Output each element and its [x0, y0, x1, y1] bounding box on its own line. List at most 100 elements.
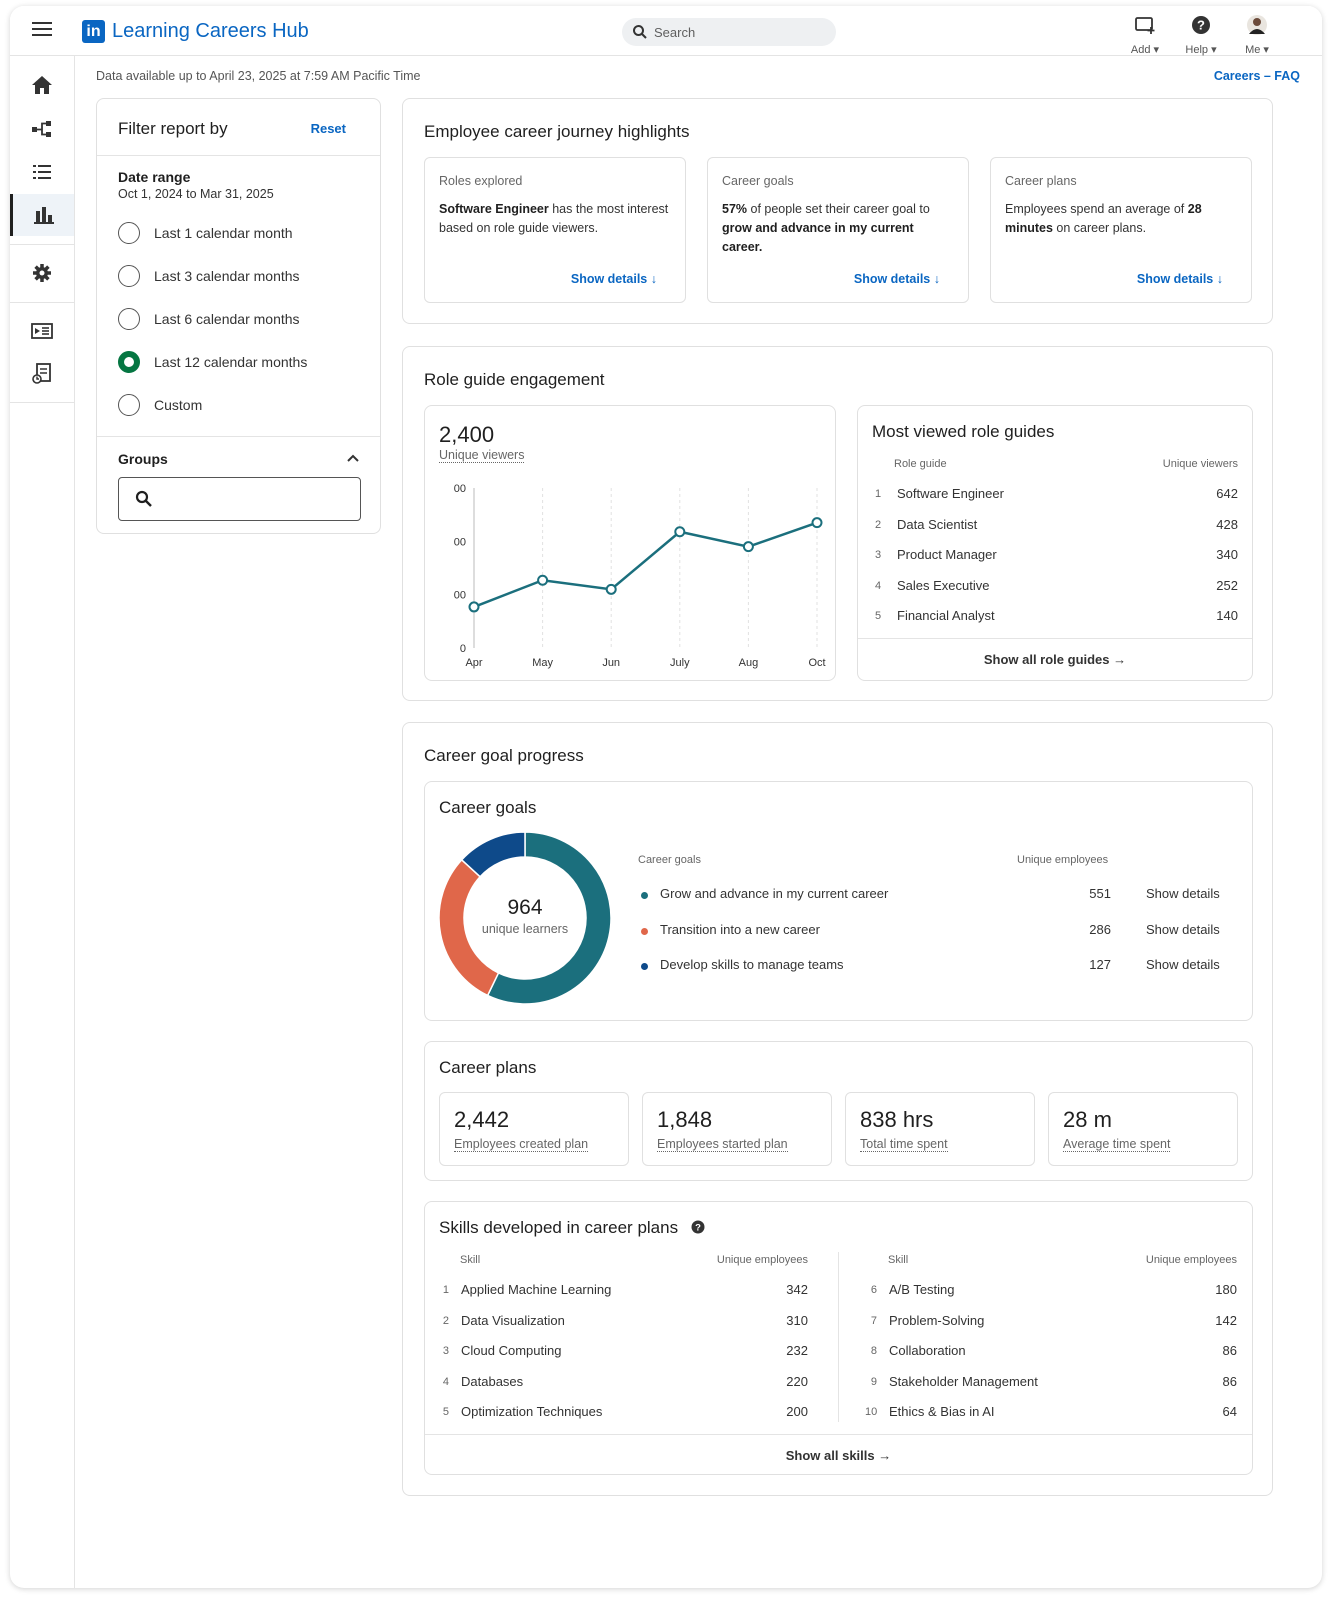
table-row[interactable]: 10 Ethics & Bias in AI 64	[865, 1404, 1237, 1424]
skill-name: Collaboration	[889, 1343, 966, 1358]
radio-button[interactable]	[118, 394, 140, 416]
table-row[interactable]: 7 Problem-Solving 142	[867, 1313, 1237, 1333]
stat-label[interactable]: Average time spent	[1063, 1137, 1171, 1152]
table-row[interactable]: 2 Data Visualization 310	[439, 1313, 808, 1333]
rail-org[interactable]	[10, 108, 74, 150]
me-button[interactable]: Me ▾	[1234, 12, 1280, 56]
date-option-3[interactable]: Last 3 calendar months	[118, 264, 300, 288]
skill-count: 232	[786, 1343, 808, 1358]
rail-report-docs[interactable]	[10, 353, 74, 395]
skills-title: Skills developed in career plans ?	[439, 1218, 705, 1238]
skill-name: Problem-Solving	[889, 1312, 985, 1328]
show-details-link[interactable]: Show details ↓	[853, 272, 940, 286]
viewers-label[interactable]: Unique viewers	[439, 448, 525, 463]
viewer-count: 428	[1216, 516, 1238, 532]
goal-name: Transition into a new career	[660, 921, 820, 937]
table-row[interactable]: 2 Data Scientist 428	[875, 517, 1238, 537]
table-row[interactable]: 1 Applied Machine Learning 342	[439, 1282, 808, 1302]
viewer-count: 252	[1216, 577, 1238, 593]
stat-label[interactable]: Total time spent	[860, 1137, 948, 1152]
goal-count: 551	[1089, 886, 1111, 901]
rail-list[interactable]	[10, 151, 74, 193]
career-plans-card: Career plans 2,442 Employees created plan…	[424, 1041, 1253, 1181]
reset-button[interactable]: Reset	[310, 121, 346, 136]
rail-catalog[interactable]	[10, 310, 74, 352]
skill-name: Databases	[461, 1373, 524, 1389]
table-row[interactable]: 9 Stakeholder Management 86	[867, 1374, 1237, 1394]
show-all-role-guides-link[interactable]: Show all role guides →	[983, 652, 1127, 667]
rail-home[interactable]	[10, 64, 74, 106]
y-tick-label: 00	[454, 536, 466, 548]
stat-value: 1,848	[657, 1107, 713, 1132]
radio-button[interactable]	[118, 265, 140, 287]
show-details-link[interactable]: Show details	[1146, 886, 1220, 901]
chevron-up-icon[interactable]	[346, 453, 360, 463]
skill-name: Cloud Computing	[461, 1343, 562, 1358]
add-button[interactable]: Add ▾	[1122, 12, 1168, 56]
table-row[interactable]: 1 Software Engineer 642	[875, 486, 1238, 506]
stat-label[interactable]: Employees started plan	[657, 1137, 788, 1152]
date-option-6[interactable]: Last 6 calendar months	[118, 307, 300, 331]
stat-label[interactable]: Employees created plan	[454, 1137, 589, 1152]
list-item: Grow and advance in my current career 551…	[641, 886, 1226, 906]
help-icon[interactable]: ?	[691, 1220, 705, 1234]
table-row[interactable]: 4 Sales Executive 252	[875, 578, 1238, 598]
legend-dot	[641, 892, 648, 899]
career-plans-title: Career plans	[439, 1058, 537, 1077]
show-details-link[interactable]: Show details	[1146, 957, 1220, 972]
groups-search-input[interactable]	[118, 477, 361, 521]
row-index: 9	[870, 1375, 877, 1388]
col-header-goal: Career goals	[638, 854, 701, 866]
rail-reports[interactable]	[10, 194, 74, 236]
donut-slice[interactable]	[460, 831, 526, 878]
table-row[interactable]: 3 Product Manager 340	[875, 547, 1238, 567]
skill-count: 142	[1215, 1312, 1237, 1328]
date-option-1[interactable]: Last 1 calendar month	[118, 221, 293, 245]
show-all-skills-link[interactable]: Show all skills →	[785, 1448, 892, 1463]
row-index: 3	[442, 1345, 449, 1357]
row-index: 5	[875, 610, 882, 622]
show-details-link[interactable]: Show details	[1146, 921, 1220, 937]
stat-employees-started: 1,848 Employees started plan	[642, 1092, 832, 1166]
highlight-text: Employees spend an average of 28 minutes…	[1005, 202, 1202, 235]
donut-slice[interactable]	[486, 831, 612, 1005]
radio-button[interactable]	[118, 308, 140, 330]
date-option-custom[interactable]: Custom	[118, 393, 202, 417]
skill-name: Optimization Techniques	[461, 1404, 603, 1419]
row-index: 1	[442, 1284, 449, 1296]
x-tick-label: May	[532, 657, 553, 669]
search-placeholder: Search	[654, 25, 696, 40]
table-row[interactable]: 6 A/B Testing 180	[867, 1282, 1237, 1302]
table-row[interactable]: 5 Financial Analyst 140	[875, 608, 1238, 628]
search-icon	[633, 25, 647, 39]
date-option-12[interactable]: Last 12 calendar months	[118, 350, 307, 374]
app-window: in Learning Careers Hub Search Add ▾ ? H…	[10, 6, 1322, 1588]
search-input[interactable]: Search	[622, 18, 836, 46]
data-point	[811, 517, 823, 529]
data-point	[674, 526, 686, 538]
table-row[interactable]: 8 Collaboration 86	[867, 1343, 1237, 1363]
radio-button[interactable]	[118, 222, 140, 244]
data-point	[468, 601, 480, 613]
filter-panel: Filter report by Reset Date range Oct 1,…	[96, 98, 381, 534]
role-name: Financial Analyst	[897, 608, 995, 623]
svg-text:?: ?	[1197, 18, 1205, 33]
show-details-link[interactable]: Show details ↓	[1136, 272, 1223, 286]
skill-count: 180	[1215, 1282, 1237, 1297]
help-button[interactable]: ? Help ▾	[1178, 12, 1224, 56]
skill-name: Data Visualization	[461, 1312, 565, 1328]
help-label: Help	[1185, 44, 1209, 56]
menu-icon[interactable]	[32, 22, 52, 38]
linkedin-logo[interactable]: in	[82, 20, 105, 43]
table-row[interactable]: 3 Cloud Computing 232	[439, 1343, 808, 1363]
table-row[interactable]: 5 Optimization Techniques 200	[439, 1404, 808, 1424]
show-details-link[interactable]: Show details ↓	[570, 272, 657, 286]
radio-button-selected[interactable]	[118, 351, 140, 373]
app-title[interactable]: Learning Careers Hub	[112, 20, 309, 42]
skill-count: 86	[1222, 1373, 1237, 1389]
careers-faq-link[interactable]: Careers – FAQ	[1213, 69, 1300, 83]
rail-settings[interactable]	[10, 252, 74, 294]
me-label: Me	[1245, 44, 1261, 56]
table-row[interactable]: 4 Databases 220	[439, 1374, 808, 1394]
stat-value: 838 hrs	[860, 1107, 934, 1132]
